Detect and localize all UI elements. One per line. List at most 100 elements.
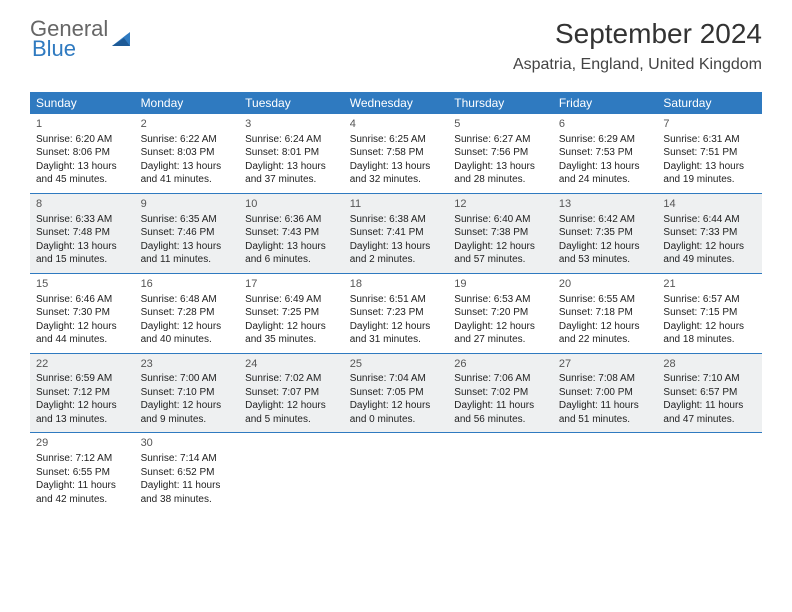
calendar-day: 1Sunrise: 6:20 AMSunset: 8:06 PMDaylight… [30, 114, 135, 193]
day-number: 6 [559, 117, 652, 132]
daylight-text: Daylight: 12 hours and 49 minutes. [663, 240, 756, 267]
sunrise-text: Sunrise: 7:08 AM [559, 372, 652, 386]
daylight-text: Daylight: 11 hours and 56 minutes. [454, 399, 547, 426]
day-header-cell: Thursday [448, 92, 553, 114]
calendar-day: 24Sunrise: 7:02 AMSunset: 7:07 PMDayligh… [239, 354, 344, 433]
sunrise-text: Sunrise: 6:49 AM [245, 293, 338, 307]
weeks-container: 1Sunrise: 6:20 AMSunset: 8:06 PMDaylight… [30, 114, 762, 512]
sunset-text: Sunset: 7:30 PM [36, 306, 129, 320]
sunset-text: Sunset: 7:18 PM [559, 306, 652, 320]
daylight-text: Daylight: 11 hours and 51 minutes. [559, 399, 652, 426]
day-number: 14 [663, 197, 756, 212]
sunrise-text: Sunrise: 7:04 AM [350, 372, 443, 386]
calendar-day: 11Sunrise: 6:38 AMSunset: 7:41 PMDayligh… [344, 194, 449, 273]
calendar-empty [553, 433, 658, 512]
daylight-text: Daylight: 13 hours and 28 minutes. [454, 160, 547, 187]
day-number: 4 [350, 117, 443, 132]
sunrise-text: Sunrise: 6:22 AM [141, 133, 234, 147]
daylight-text: Daylight: 12 hours and 13 minutes. [36, 399, 129, 426]
daylight-text: Daylight: 13 hours and 41 minutes. [141, 160, 234, 187]
day-number: 28 [663, 357, 756, 372]
calendar-day: 29Sunrise: 7:12 AMSunset: 6:55 PMDayligh… [30, 433, 135, 512]
sunrise-text: Sunrise: 6:35 AM [141, 213, 234, 227]
sunrise-text: Sunrise: 7:12 AM [36, 452, 129, 466]
day-number: 29 [36, 436, 129, 451]
calendar-day: 19Sunrise: 6:53 AMSunset: 7:20 PMDayligh… [448, 274, 553, 353]
day-header-cell: Wednesday [344, 92, 449, 114]
day-number: 7 [663, 117, 756, 132]
sunrise-text: Sunrise: 6:25 AM [350, 133, 443, 147]
day-number: 13 [559, 197, 652, 212]
day-number: 17 [245, 277, 338, 292]
daylight-text: Daylight: 12 hours and 35 minutes. [245, 320, 338, 347]
calendar-day: 9Sunrise: 6:35 AMSunset: 7:46 PMDaylight… [135, 194, 240, 273]
calendar-day: 28Sunrise: 7:10 AMSunset: 6:57 PMDayligh… [657, 354, 762, 433]
sunset-text: Sunset: 7:02 PM [454, 386, 547, 400]
daylight-text: Daylight: 12 hours and 31 minutes. [350, 320, 443, 347]
sunset-text: Sunset: 7:10 PM [141, 386, 234, 400]
sunset-text: Sunset: 7:48 PM [36, 226, 129, 240]
sunrise-text: Sunrise: 6:55 AM [559, 293, 652, 307]
day-number: 25 [350, 357, 443, 372]
sunrise-text: Sunrise: 6:24 AM [245, 133, 338, 147]
sunset-text: Sunset: 7:20 PM [454, 306, 547, 320]
calendar-week: 1Sunrise: 6:20 AMSunset: 8:06 PMDaylight… [30, 114, 762, 193]
sunset-text: Sunset: 7:51 PM [663, 146, 756, 160]
sunset-text: Sunset: 7:07 PM [245, 386, 338, 400]
calendar-day: 23Sunrise: 7:00 AMSunset: 7:10 PMDayligh… [135, 354, 240, 433]
sunrise-text: Sunrise: 6:48 AM [141, 293, 234, 307]
day-number: 24 [245, 357, 338, 372]
sunset-text: Sunset: 7:12 PM [36, 386, 129, 400]
day-number: 16 [141, 277, 234, 292]
daylight-text: Daylight: 12 hours and 18 minutes. [663, 320, 756, 347]
calendar: Sunday Monday Tuesday Wednesday Thursday… [30, 92, 762, 512]
calendar-day: 5Sunrise: 6:27 AMSunset: 7:56 PMDaylight… [448, 114, 553, 193]
daylight-text: Daylight: 13 hours and 45 minutes. [36, 160, 129, 187]
calendar-week: 8Sunrise: 6:33 AMSunset: 7:48 PMDaylight… [30, 193, 762, 273]
title-block: September 2024 Aspatria, England, United… [513, 18, 762, 74]
day-number: 15 [36, 277, 129, 292]
calendar-day: 30Sunrise: 7:14 AMSunset: 6:52 PMDayligh… [135, 433, 240, 512]
daylight-text: Daylight: 12 hours and 22 minutes. [559, 320, 652, 347]
sunrise-text: Sunrise: 6:29 AM [559, 133, 652, 147]
daylight-text: Daylight: 12 hours and 9 minutes. [141, 399, 234, 426]
calendar-day: 3Sunrise: 6:24 AMSunset: 8:01 PMDaylight… [239, 114, 344, 193]
day-header-cell: Monday [135, 92, 240, 114]
sunset-text: Sunset: 7:00 PM [559, 386, 652, 400]
sunset-text: Sunset: 7:15 PM [663, 306, 756, 320]
day-number: 11 [350, 197, 443, 212]
calendar-day: 2Sunrise: 6:22 AMSunset: 8:03 PMDaylight… [135, 114, 240, 193]
day-number: 3 [245, 117, 338, 132]
calendar-day: 20Sunrise: 6:55 AMSunset: 7:18 PMDayligh… [553, 274, 658, 353]
page-header: General Blue September 2024 Aspatria, En… [0, 0, 792, 82]
sunrise-text: Sunrise: 7:06 AM [454, 372, 547, 386]
day-header-cell: Sunday [30, 92, 135, 114]
sunset-text: Sunset: 8:06 PM [36, 146, 129, 160]
calendar-empty [657, 433, 762, 512]
daylight-text: Daylight: 12 hours and 27 minutes. [454, 320, 547, 347]
day-number: 10 [245, 197, 338, 212]
calendar-empty [239, 433, 344, 512]
calendar-day: 14Sunrise: 6:44 AMSunset: 7:33 PMDayligh… [657, 194, 762, 273]
daylight-text: Daylight: 13 hours and 11 minutes. [141, 240, 234, 267]
sunrise-text: Sunrise: 6:46 AM [36, 293, 129, 307]
sunrise-text: Sunrise: 6:36 AM [245, 213, 338, 227]
sunrise-text: Sunrise: 7:02 AM [245, 372, 338, 386]
calendar-day: 7Sunrise: 6:31 AMSunset: 7:51 PMDaylight… [657, 114, 762, 193]
logo-word2: Blue [30, 38, 108, 60]
sunset-text: Sunset: 7:41 PM [350, 226, 443, 240]
daylight-text: Daylight: 12 hours and 5 minutes. [245, 399, 338, 426]
sunset-text: Sunset: 7:46 PM [141, 226, 234, 240]
logo: General Blue [30, 18, 132, 60]
sunrise-text: Sunrise: 6:27 AM [454, 133, 547, 147]
sunset-text: Sunset: 7:23 PM [350, 306, 443, 320]
daylight-text: Daylight: 11 hours and 47 minutes. [663, 399, 756, 426]
sunrise-text: Sunrise: 6:51 AM [350, 293, 443, 307]
sunset-text: Sunset: 7:05 PM [350, 386, 443, 400]
day-header-cell: Friday [553, 92, 658, 114]
calendar-week: 29Sunrise: 7:12 AMSunset: 6:55 PMDayligh… [30, 432, 762, 512]
sunset-text: Sunset: 7:56 PM [454, 146, 547, 160]
calendar-day: 22Sunrise: 6:59 AMSunset: 7:12 PMDayligh… [30, 354, 135, 433]
calendar-day: 16Sunrise: 6:48 AMSunset: 7:28 PMDayligh… [135, 274, 240, 353]
sunrise-text: Sunrise: 6:53 AM [454, 293, 547, 307]
